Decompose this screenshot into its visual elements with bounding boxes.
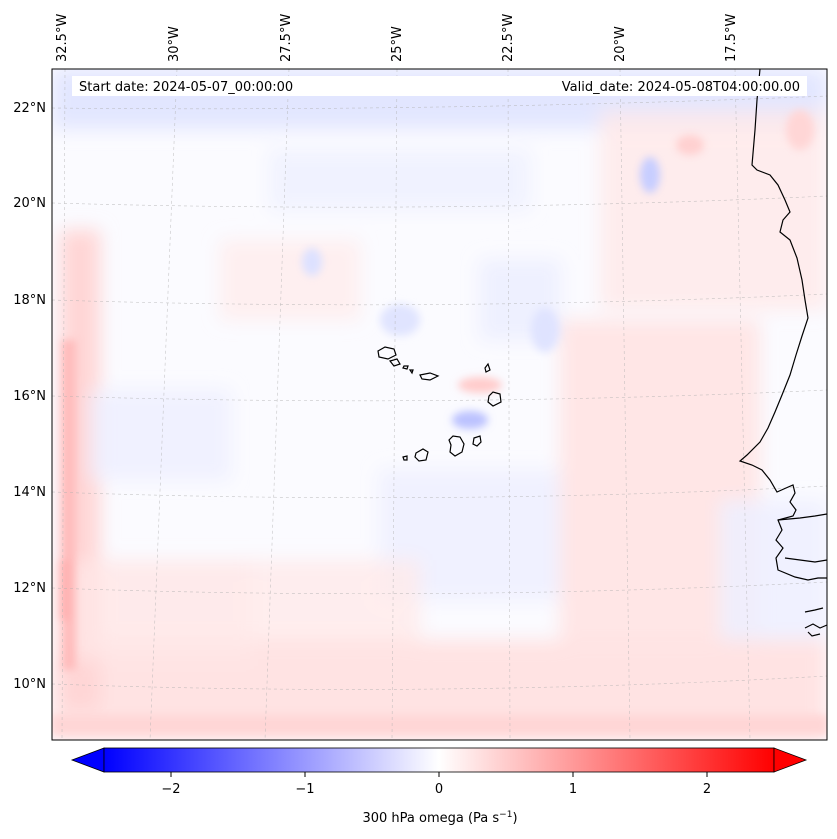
colorbar-ticks: −2 −1 0 1 2 (161, 772, 711, 797)
lon-label: 25°W (390, 26, 405, 62)
colorbar-label-close: ) (512, 811, 517, 826)
valid-date-label: Valid_date: 2024-05-08T04:00:00.00 (562, 80, 800, 95)
colorbar-tick-label: 2 (703, 782, 711, 797)
lon-label: 30°W (167, 26, 182, 62)
map-panel: Start date: 2024-05-07_00:00:00 Valid_da… (51, 68, 828, 741)
colorbar-low-extension (70, 747, 105, 773)
lon-label: 22.5°W (501, 14, 516, 62)
colorbar-tick-label: 0 (435, 782, 443, 797)
lon-label: 32.5°W (55, 14, 70, 62)
lat-label: 18°N (13, 293, 46, 308)
colorbar-tick-label: −1 (295, 782, 314, 797)
colorbar-label-exponent: −1 (499, 810, 512, 820)
colorbar-label-text: 300 hPa omega (Pa s (362, 811, 499, 826)
lat-label: 22°N (13, 101, 46, 116)
lon-label: 20°W (613, 26, 628, 62)
colorbar-tick-label: 1 (569, 782, 577, 797)
lon-label: 17.5°W (724, 14, 739, 62)
start-date-label: Start date: 2024-05-07_00:00:00 (79, 80, 293, 95)
colorbar: −2 −1 0 1 2 300 hPa omega (Pa s−1) (70, 747, 808, 826)
colorbar-high-extension (773, 747, 808, 773)
colorbar-label: 300 hPa omega (Pa s−1) (362, 810, 517, 826)
lat-label: 14°N (13, 485, 46, 500)
longitude-labels: 32.5°W 30°W 27.5°W 25°W 22.5°W 20°W 17.5… (55, 14, 739, 62)
lat-label: 20°N (13, 196, 46, 211)
latitude-labels: 22°N 20°N 18°N 16°N 14°N 12°N 10°N (13, 101, 46, 692)
colorbar-gradient (103, 747, 775, 773)
lat-label: 16°N (13, 389, 46, 404)
coastline (377, 69, 827, 637)
date-header-box (72, 76, 807, 96)
graticule (52, 69, 827, 740)
lat-label: 10°N (13, 677, 46, 692)
lon-label: 27.5°W (279, 14, 294, 62)
lat-label: 12°N (13, 581, 46, 596)
map-frame (51, 68, 828, 741)
colorbar-tick-label: −2 (161, 782, 180, 797)
